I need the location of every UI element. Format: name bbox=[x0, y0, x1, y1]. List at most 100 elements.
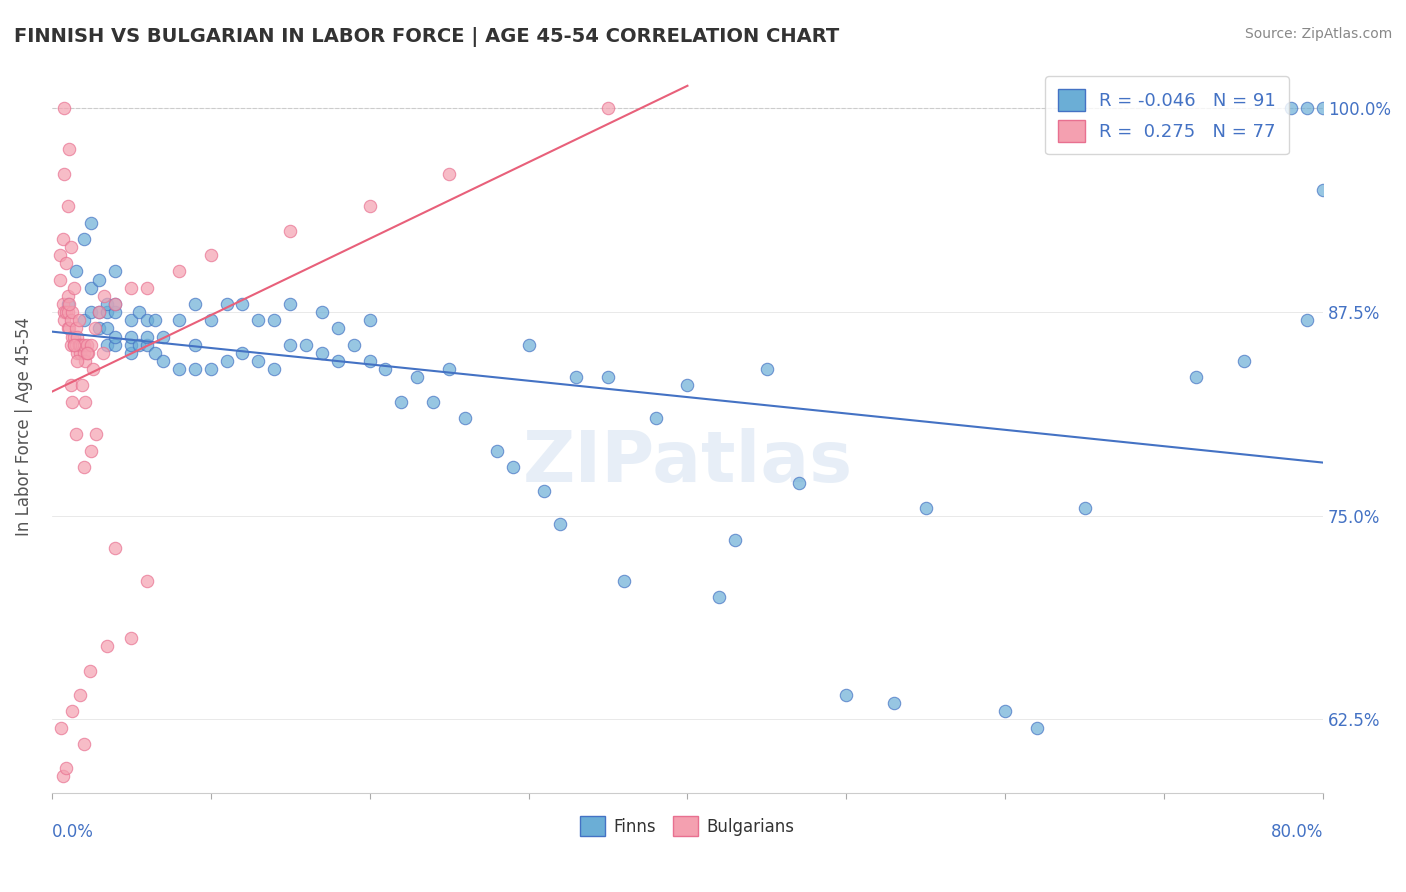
Point bbox=[52, 232, 75, 246]
Point bbox=[53, 102, 76, 116]
Point bbox=[326, 354, 349, 368]
Point bbox=[104, 305, 127, 319]
Point bbox=[77, 346, 100, 360]
Point bbox=[83, 321, 105, 335]
Point bbox=[724, 533, 747, 548]
Point bbox=[55, 256, 77, 270]
Point bbox=[48, 272, 70, 286]
Point bbox=[58, 297, 80, 311]
Point bbox=[56, 305, 79, 319]
Point bbox=[311, 305, 333, 319]
Point bbox=[136, 281, 159, 295]
Point bbox=[55, 305, 77, 319]
Point bbox=[65, 337, 87, 351]
Point bbox=[437, 167, 460, 181]
Point bbox=[104, 541, 127, 556]
Point bbox=[1121, 818, 1143, 832]
Point bbox=[63, 281, 86, 295]
Point bbox=[59, 337, 82, 351]
Point bbox=[1233, 354, 1256, 368]
Point bbox=[53, 167, 76, 181]
Point bbox=[62, 704, 84, 718]
Point bbox=[56, 199, 79, 213]
Point bbox=[75, 394, 97, 409]
Point bbox=[67, 313, 90, 327]
Point bbox=[65, 427, 87, 442]
Point bbox=[1312, 102, 1334, 116]
Point bbox=[120, 346, 142, 360]
Point bbox=[51, 721, 73, 735]
Point bbox=[263, 362, 285, 376]
Point bbox=[69, 346, 91, 360]
Point bbox=[80, 305, 103, 319]
Point bbox=[120, 337, 142, 351]
Point bbox=[883, 696, 905, 710]
Text: FINNISH VS BULGARIAN IN LABOR FORCE | AGE 45-54 CORRELATION CHART: FINNISH VS BULGARIAN IN LABOR FORCE | AG… bbox=[14, 27, 839, 46]
Point bbox=[89, 305, 111, 319]
Point bbox=[91, 346, 114, 360]
Text: Source: ZipAtlas.com: Source: ZipAtlas.com bbox=[1244, 27, 1392, 41]
Point bbox=[359, 354, 381, 368]
Point bbox=[517, 337, 540, 351]
Point bbox=[231, 297, 253, 311]
Point bbox=[76, 346, 98, 360]
Point bbox=[914, 500, 936, 515]
Point bbox=[72, 346, 94, 360]
Point bbox=[1296, 102, 1319, 116]
Point bbox=[200, 248, 222, 262]
Point bbox=[58, 321, 80, 335]
Point bbox=[215, 297, 238, 311]
Point bbox=[152, 354, 174, 368]
Point bbox=[359, 199, 381, 213]
Point bbox=[72, 232, 94, 246]
Point bbox=[167, 313, 190, 327]
Point bbox=[485, 443, 508, 458]
Point bbox=[62, 329, 84, 343]
Point bbox=[200, 313, 222, 327]
Point bbox=[70, 378, 93, 392]
Point bbox=[167, 264, 190, 278]
Point bbox=[136, 313, 159, 327]
Point bbox=[62, 394, 84, 409]
Point bbox=[835, 688, 858, 702]
Point bbox=[66, 329, 89, 343]
Point bbox=[66, 354, 89, 368]
Point bbox=[1312, 183, 1334, 197]
Point bbox=[343, 337, 366, 351]
Point bbox=[1296, 313, 1319, 327]
Point bbox=[437, 362, 460, 376]
Point bbox=[136, 574, 159, 588]
Point bbox=[89, 321, 111, 335]
Point bbox=[70, 337, 93, 351]
Point bbox=[676, 378, 699, 392]
Point bbox=[53, 313, 76, 327]
Point bbox=[65, 321, 87, 335]
Point bbox=[69, 688, 91, 702]
Point bbox=[89, 305, 111, 319]
Point bbox=[52, 297, 75, 311]
Legend: Finns, Bulgarians: Finns, Bulgarians bbox=[574, 809, 801, 843]
Point bbox=[104, 337, 127, 351]
Point bbox=[72, 737, 94, 751]
Point bbox=[80, 281, 103, 295]
Point bbox=[96, 337, 118, 351]
Point bbox=[84, 427, 107, 442]
Point bbox=[59, 313, 82, 327]
Point bbox=[136, 337, 159, 351]
Point bbox=[62, 305, 84, 319]
Text: 0.0%: 0.0% bbox=[52, 823, 94, 841]
Point bbox=[128, 337, 150, 351]
Point bbox=[63, 337, 86, 351]
Point bbox=[80, 337, 103, 351]
Point bbox=[56, 297, 79, 311]
Point bbox=[200, 362, 222, 376]
Point bbox=[120, 313, 142, 327]
Point bbox=[72, 337, 94, 351]
Point bbox=[80, 443, 103, 458]
Text: ZIPatlas: ZIPatlas bbox=[523, 428, 852, 498]
Point bbox=[79, 664, 101, 678]
Point bbox=[231, 346, 253, 360]
Point bbox=[184, 297, 207, 311]
Point bbox=[422, 394, 444, 409]
Point bbox=[184, 337, 207, 351]
